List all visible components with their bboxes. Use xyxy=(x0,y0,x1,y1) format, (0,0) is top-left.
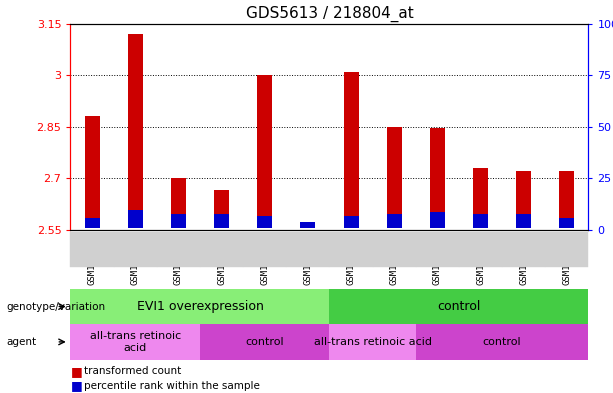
Bar xyxy=(128,34,143,228)
Bar xyxy=(430,212,445,228)
Bar xyxy=(343,72,359,228)
Bar xyxy=(85,116,100,228)
Bar xyxy=(171,214,186,228)
Bar xyxy=(473,168,488,228)
Bar xyxy=(257,216,272,228)
Bar xyxy=(128,209,143,228)
Text: ■: ■ xyxy=(70,365,82,378)
Text: control: control xyxy=(245,337,284,347)
Bar xyxy=(559,218,574,228)
Bar xyxy=(214,214,229,228)
Bar xyxy=(85,218,100,228)
Bar xyxy=(387,214,402,228)
Text: percentile rank within the sample: percentile rank within the sample xyxy=(84,381,260,391)
Title: GDS5613 / 218804_at: GDS5613 / 218804_at xyxy=(246,6,413,22)
Bar xyxy=(214,190,229,228)
Bar xyxy=(343,216,359,228)
Bar xyxy=(387,127,402,228)
Text: all-trans retinoic acid: all-trans retinoic acid xyxy=(314,337,432,347)
Bar xyxy=(516,214,531,228)
Text: control: control xyxy=(437,300,481,313)
Text: ■: ■ xyxy=(70,379,82,393)
Bar xyxy=(559,171,574,228)
Text: all-trans retinoic
acid: all-trans retinoic acid xyxy=(89,331,181,353)
Text: control: control xyxy=(483,337,522,347)
Bar xyxy=(430,129,445,228)
Text: genotype/variation: genotype/variation xyxy=(6,301,105,312)
Bar xyxy=(473,214,488,228)
Text: transformed count: transformed count xyxy=(84,366,181,376)
Text: EVI1 overexpression: EVI1 overexpression xyxy=(137,300,264,313)
Bar xyxy=(257,75,272,228)
Bar xyxy=(171,178,186,228)
Bar xyxy=(300,222,316,228)
Bar xyxy=(516,171,531,228)
Text: agent: agent xyxy=(6,337,36,347)
Bar xyxy=(300,227,316,228)
